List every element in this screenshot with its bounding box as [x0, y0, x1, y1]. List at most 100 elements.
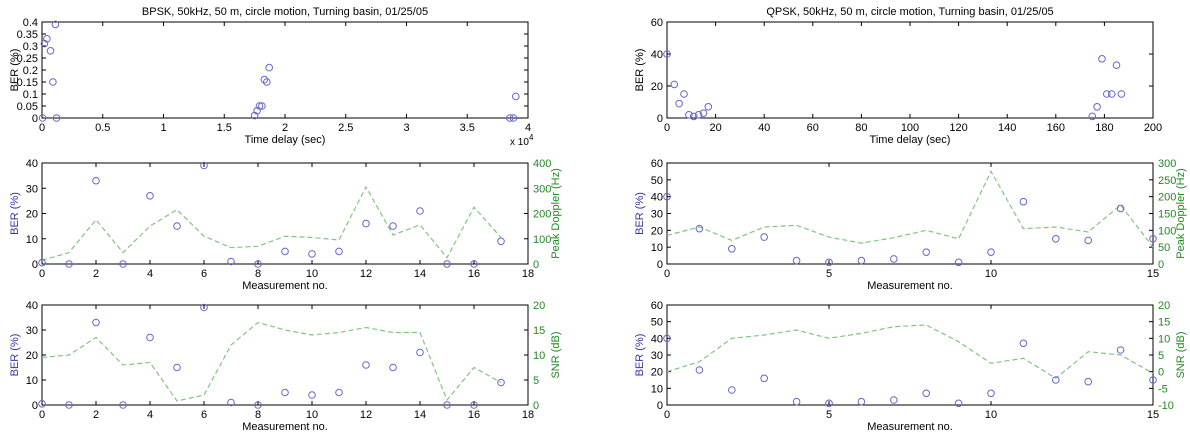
y-right-tick-label: 0 — [533, 400, 539, 412]
x-tick-label: 10 — [306, 268, 318, 280]
ber-point — [263, 78, 271, 86]
x-tick-label: 12 — [360, 268, 372, 280]
ber-point — [253, 107, 261, 115]
ber-point — [308, 250, 316, 258]
y-tick-label: 30 — [26, 325, 38, 337]
ber-point — [792, 256, 801, 265]
ber-point — [416, 348, 424, 357]
x-tick-label: 18 — [522, 409, 534, 421]
ber-point — [689, 112, 698, 121]
x-tick-label: 14 — [414, 409, 426, 421]
y-right-tick-label: 20 — [533, 300, 545, 312]
ber-point — [890, 396, 898, 404]
x-tick-label: 5 — [826, 268, 832, 280]
x-tick-label: 2.5 — [338, 122, 353, 134]
ber-point — [1103, 90, 1111, 98]
y-tick-label: 20 — [26, 350, 38, 362]
y-tick-label: 60 — [651, 158, 663, 170]
chart-title: BPSK, 50kHz, 50 m, circle motion, Turnin… — [142, 6, 428, 18]
y-right-tick-label: 300 — [533, 183, 551, 195]
ber-point — [443, 260, 451, 268]
y-tick-label: 10 — [26, 234, 38, 246]
x-multiplier-exponent: 4 — [529, 133, 534, 142]
y-tick-label: 60 — [651, 300, 663, 312]
y-tick-label: 0.15 — [17, 77, 38, 89]
ber-point — [922, 389, 931, 398]
x-tick-label: 180 — [1095, 122, 1113, 134]
y-tick-label: 40 — [26, 300, 38, 312]
chart-qpsk-snr: 0 5 10 15 0 10 20 30 40 50 60 -10 -5 0 5 10 15 20 Measurem… — [634, 300, 1187, 433]
y-tick-label: 30 — [26, 183, 38, 195]
y-tick-label: 20 — [651, 81, 663, 93]
x-tick-label: 20 — [709, 122, 721, 134]
ber-point — [1116, 204, 1125, 213]
x-tick-label: 8 — [255, 268, 261, 280]
x-tick-label: 1 — [160, 122, 166, 134]
plot-frame — [666, 21, 1154, 119]
ber-point — [694, 111, 703, 119]
ber-point — [670, 80, 679, 89]
ber-point — [65, 401, 73, 409]
ber-point — [1019, 197, 1028, 206]
ber-point — [699, 109, 708, 117]
ber-point — [38, 114, 47, 122]
series-line-Peak Doppler (Hz) — [41, 185, 502, 261]
ber-point — [227, 257, 235, 266]
ber-point — [512, 92, 520, 101]
ber-point — [857, 397, 866, 406]
y-right-tick-label: 250 — [1158, 175, 1176, 187]
x-axis-label: Time delay (sec) — [245, 134, 326, 146]
x-tick-label: 0.5 — [95, 122, 110, 134]
y-tick-label: 40 — [651, 333, 663, 345]
x-tick-label: 0 — [664, 268, 670, 280]
y-right-tick-label: 100 — [533, 234, 551, 246]
ber-point — [685, 111, 693, 119]
x-multiplier: x 10 — [510, 137, 529, 148]
x-tick-label: 40 — [758, 122, 770, 134]
ber-point — [308, 391, 316, 399]
ber-point — [52, 114, 61, 122]
y-axis-label: BER (%) — [634, 192, 646, 235]
ber-point — [470, 401, 478, 409]
y-right-axis-label: SNR (dB) — [1175, 331, 1187, 378]
plot-frame — [666, 304, 1154, 406]
y-right-tick-label: 0 — [1158, 367, 1164, 379]
ber-point — [509, 114, 518, 122]
x-tick-label: 8 — [255, 409, 261, 421]
ber-point — [1112, 61, 1121, 69]
x-tick-label: 140 — [998, 122, 1016, 134]
x-tick-label: 14 — [414, 268, 426, 280]
plot-frame — [41, 304, 529, 406]
ber-point — [362, 361, 370, 369]
y-right-tick-label: 200 — [1158, 192, 1176, 204]
ber-point — [663, 334, 671, 343]
y-tick-label: 0 — [657, 113, 663, 125]
y-right-tick-label: 200 — [533, 209, 551, 221]
x-tick-label: 6 — [201, 409, 207, 421]
x-tick-label: 4 — [147, 268, 153, 280]
chart-bpsk-time: BPSK, 50kHz, 50 m, circle motion, Turnin… — [9, 6, 534, 148]
y-tick-label: 30 — [651, 350, 663, 362]
y-tick-label: 10 — [651, 242, 663, 254]
ber-point — [92, 176, 100, 185]
y-right-tick-label: 0 — [533, 259, 539, 271]
ber-point — [663, 192, 671, 201]
y-axis-label: BER (%) — [634, 334, 646, 377]
series-line-Peak Doppler (Hz) — [666, 170, 1154, 248]
y-tick-label: 0.3 — [23, 41, 38, 53]
ber-point — [890, 255, 898, 263]
y-axis-label: BER (%) — [9, 334, 21, 377]
ber-point — [760, 374, 769, 383]
x-axis-label: Time delay (sec) — [870, 134, 951, 146]
ber-point — [1149, 235, 1157, 243]
ber-point — [987, 389, 995, 398]
ber-point — [416, 207, 424, 215]
y-right-tick-label: 300 — [1158, 158, 1176, 170]
y-tick-label: 20 — [651, 367, 663, 379]
x-tick-label: 0 — [664, 409, 670, 421]
chart-title: QPSK, 50kHz, 50 m, circle motion, Turnin… — [766, 6, 1053, 18]
y-axis-label: BER (%) — [9, 192, 21, 235]
ber-point — [1052, 235, 1060, 243]
x-tick-label: 16 — [468, 268, 480, 280]
ber-point — [265, 63, 274, 72]
